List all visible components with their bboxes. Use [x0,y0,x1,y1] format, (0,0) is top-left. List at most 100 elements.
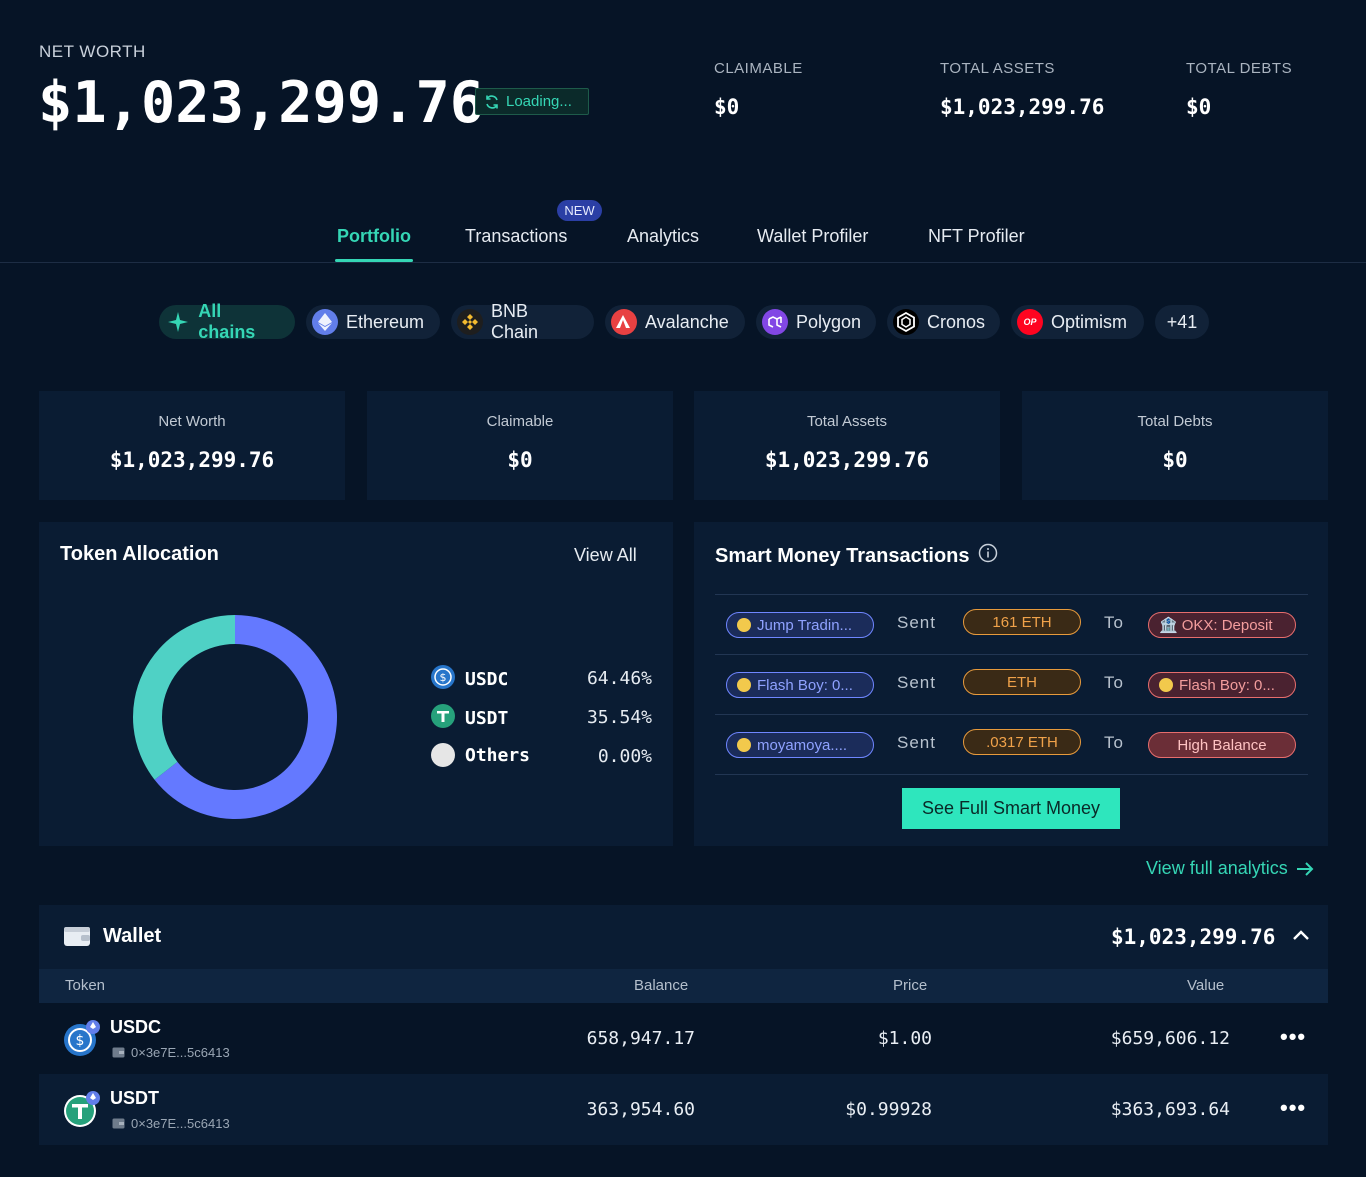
legend-name: Others [465,744,531,766]
wallet-small-icon [112,1118,125,1129]
view-all-link[interactable]: View All [574,545,637,565]
total-assets-value: $1,023,299.76 [940,95,1105,119]
wallet-table-header [39,969,1328,1003]
chevron-up-icon[interactable] [1292,928,1310,947]
chain-chip-optimism[interactable]: OP Optimism [1011,305,1144,339]
tab-transactions[interactable]: Transactions [465,226,568,246]
row-divider [715,654,1308,655]
from-address-pill[interactable]: moyamoya.... [726,732,874,758]
token-address: 0×3e7E...5c6413 [112,1045,230,1060]
table-row[interactable] [39,1003,1328,1074]
address-label: 0×3e7E...5c6413 [131,1045,230,1060]
address-label: 0×3e7E...5c6413 [131,1116,230,1131]
tab-nft-profiler[interactable]: NFT Profiler [928,226,1025,246]
stat-card-total-debts: Total Debts $0 [1022,391,1328,500]
claimable-label: CLAIMABLE [714,60,803,77]
amount-pill[interactable]: ETH [963,669,1081,695]
sent-label: Sent [897,673,936,692]
sent-label: Sent [897,613,936,632]
view-full-analytics-link[interactable]: View full analytics [1146,858,1314,879]
legend-name: USDT [465,708,509,729]
ethereum-icon [312,309,338,335]
chain-chip-polygon[interactable]: Polygon [756,305,876,339]
from-label: Jump Tradin... [757,616,853,634]
chain-chip-cronos[interactable]: Cronos [887,305,1000,339]
others-dot-icon [431,743,455,767]
total-debts-label: TOTAL DEBTS [1186,60,1293,77]
emoji-icon [737,618,751,632]
tab-wallet-profiler[interactable]: Wallet Profiler [757,226,869,246]
to-address-label: OKX: Deposit [1181,616,1273,634]
card-value: $0 [507,448,533,472]
value-cell: $363,693.64 [1110,1099,1230,1120]
usdc-icon: $ [431,665,455,694]
wallet-icon [63,925,91,952]
table-row[interactable] [39,1074,1328,1145]
card-label: Total Assets [806,413,888,430]
arrow-right-icon [1296,861,1314,876]
polygon-icon [762,309,788,335]
col-value: Value [1187,977,1225,994]
donut-slice-usdc[interactable] [154,615,337,819]
chain-chip-all[interactable]: All chains [159,301,295,342]
svg-text:$: $ [76,1033,85,1049]
price-cell: $0.99928 [845,1099,932,1120]
tabs-divider [0,262,1366,263]
chain-chip-ethereum[interactable]: Ethereum [306,305,440,339]
amount-pill[interactable]: .0317 ETH [963,729,1081,755]
legend-pct: 64.46% [586,668,652,689]
to-label: To [1104,733,1124,752]
card-value: $1,023,299.76 [109,448,275,472]
usdc-icon: $ [64,1019,102,1062]
from-address-pill[interactable]: Jump Tradin... [726,612,874,638]
to-label: To [1104,673,1124,692]
wallet-header[interactable] [39,905,1328,969]
from-label: Flash Boy: 0... [757,676,853,694]
net-worth-label: NET WORTH [39,42,146,61]
legend-name: USDC [465,669,509,690]
bnb-icon [457,309,483,335]
optimism-icon: OP [1017,309,1043,335]
token-address: 0×3e7E...5c6413 [112,1116,230,1131]
sent-label: Sent [897,733,936,752]
token-allocation-title: Token Allocation [60,543,219,565]
claimable-value: $0 [714,95,740,119]
chain-label: Cronos [927,311,986,332]
to-address-pill[interactable]: Flash Boy: 0... [1148,672,1296,698]
legend-pct: 35.54% [586,707,652,728]
emoji-icon [1159,678,1173,692]
balance-cell: 658,947.17 [586,1028,695,1049]
legend-item-usdt: USDT [431,704,508,733]
info-icon[interactable] [978,543,998,569]
legend-item-others: Others [431,743,530,767]
row-divider [715,774,1308,775]
chain-label: +41 [1166,311,1198,332]
active-tab-indicator [335,259,413,262]
loading-text: Loading... [506,93,572,110]
loading-badge: Loading... [475,88,589,115]
amount-pill[interactable]: 161 ETH [963,609,1081,635]
chain-chip-avalanche[interactable]: Avalanche [605,305,745,339]
usdt-icon [64,1090,102,1133]
chain-chip-more[interactable]: +41 [1155,305,1209,339]
token-name: USDT [110,1088,159,1108]
row-divider [715,714,1308,715]
more-options-icon[interactable]: ••• [1280,1024,1307,1049]
chain-label: BNB Chain [490,301,539,342]
to-address-pill[interactable]: 🏦 OKX: Deposit [1148,612,1296,638]
donut-slice-usdt[interactable] [133,615,235,780]
emoji-icon [737,678,751,692]
card-label: Total Debts [1137,413,1213,430]
see-full-smart-money-button[interactable]: See Full Smart Money [902,788,1120,829]
tab-portfolio[interactable]: Portfolio [337,226,411,246]
smart-money-title: Smart Money Transactions [715,544,970,567]
tab-analytics[interactable]: Analytics [627,226,700,246]
to-address-pill[interactable]: High Balance [1148,732,1296,758]
stat-card-net-worth: Net Worth $1,023,299.76 [39,391,345,500]
from-address-pill[interactable]: Flash Boy: 0... [726,672,874,698]
analytics-link-label: View full analytics [1146,858,1288,878]
cronos-icon [893,309,919,335]
price-cell: $1.00 [877,1028,932,1049]
chain-chip-bnb[interactable]: BNB Chain [451,301,594,342]
more-options-icon[interactable]: ••• [1280,1095,1307,1120]
